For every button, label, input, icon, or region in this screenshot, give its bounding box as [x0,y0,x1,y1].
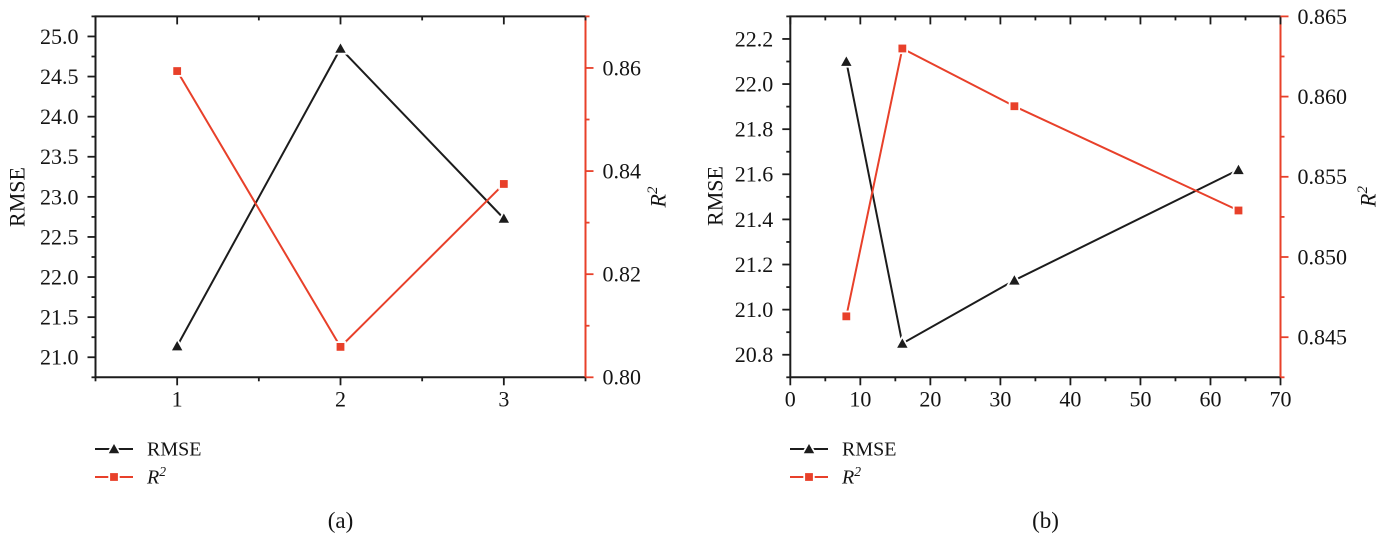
y-left-tick-label: 21.4 [735,207,774,232]
y-left-tick-label: 24.0 [40,104,79,129]
y-right-tick-label: 0.860 [1298,84,1348,109]
y-right-tick-label: 0.86 [603,55,642,80]
rmse-marker [495,209,513,225]
y-left-axis-title: RMSE [4,167,29,227]
r2-line [845,46,1239,317]
y-left-tick-label: 23.0 [40,184,79,209]
y-left-tick-label: 22.5 [40,224,79,249]
y-right-axis-title: R2 [645,186,670,208]
y-left-tick-label: 22.0 [40,264,79,289]
chart-panel-a: 1 2 3 21.0 21.5 22.0 22.5 23.0 23.5 24.0 24.5 25.0 0… [4,15,670,489]
caption-a: (a) [327,508,354,533]
x-tick-label: 20 [919,387,941,412]
y-right-tick-label: 0.845 [1298,325,1348,350]
legend-label: RMSE [147,439,201,461]
y-right-tick-label: 0.80 [603,365,642,390]
x-tick-label: 0 [785,387,796,412]
y-right-axis-title: R2 [1355,186,1380,208]
x-tick-label: 2 [335,387,346,412]
y-left-tick-label: 21.0 [735,297,774,322]
y-right-tick-label: 0.850 [1298,244,1348,269]
x-tick-label: 70 [1270,387,1292,412]
x-tick-label: 3 [498,387,509,412]
rmse-marker [894,334,911,350]
y-left-tick-label: 21.8 [735,117,774,142]
r2-marker [1232,204,1245,217]
caption-b: (b) [1032,508,1059,533]
rmse-line [845,61,1239,346]
x-tick-label: 50 [1129,387,1151,412]
y-left-tick-label: 21.6 [735,162,774,187]
rmse-marker [332,39,349,55]
y-left-tick-label: 21.5 [40,305,79,330]
r2-marker [171,65,183,77]
y-right-tick-label: 0.865 [1298,4,1348,29]
x-tick-label: 60 [1199,387,1221,412]
rmse-marker [168,337,186,353]
x-tick-label: 10 [849,387,871,412]
legend-marker [105,440,123,456]
y-left-tick-label: 23.5 [40,144,79,169]
rmse-marker [838,52,855,68]
legend-marker [803,471,815,483]
legend-label: R2 [841,464,861,489]
legend-label: RMSE [842,439,896,461]
y-left-tick-label: 21.2 [735,252,774,277]
x-tick-label: 30 [989,387,1011,412]
rmse-line [176,46,505,347]
r2-marker [840,310,853,323]
y-left-axis-title: RMSE [702,166,727,226]
x-tick-label: 1 [172,387,183,412]
y-left-tick-label: 22.2 [735,26,774,51]
r2-marker [896,42,909,55]
rmse-marker [1006,271,1023,287]
legend-marker [108,471,120,483]
y-left-tick-label: 22.0 [735,71,774,96]
chart-panel-b: 0 10 20 30 40 50 60 70 20.8 21.0 21.2 21.4 21.6 21.8 2… [702,4,1380,489]
x-tick-label: 40 [1059,387,1081,412]
y-left-tick-label: 20.8 [735,342,774,367]
r2-marker [498,178,510,190]
rmse-marker [1230,161,1247,176]
legend-marker [800,440,818,456]
r2-line [176,70,505,349]
plot-box-left-top-spine [94,15,586,378]
y-left-tick-label: 24.5 [40,64,79,89]
r2-marker [1008,100,1021,112]
r2-marker [334,341,347,353]
y-right-tick-label: 0.855 [1298,164,1348,189]
y-left-tick-label: 21.0 [40,345,79,370]
y-right-tick-label: 0.84 [603,158,642,183]
legend-label: R2 [146,464,166,489]
y-left-tick-label: 25.0 [40,24,79,49]
y-right-tick-label: 0.82 [603,262,642,287]
